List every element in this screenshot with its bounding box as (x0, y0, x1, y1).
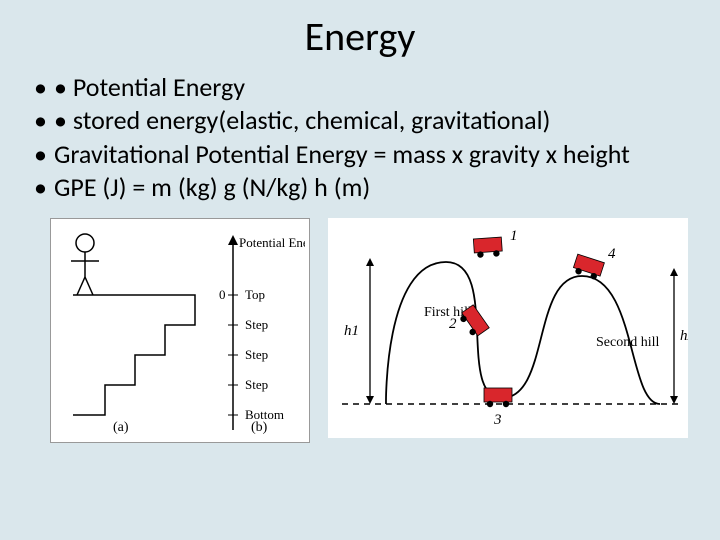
bullet-item: Gravitational Potential Energy = mass x … (32, 138, 692, 171)
svg-text:0: 0 (219, 287, 226, 302)
svg-text:Step: Step (245, 377, 268, 392)
stairs-svg: Potential Energy0TopStepStepStepBottom(a… (55, 225, 305, 435)
bullet-item: • stored energy(elastic, chemical, gravi… (32, 104, 692, 137)
figures-row: Potential Energy0TopStepStepStepBottom(a… (28, 218, 692, 443)
bullet-item: • Potential Energy (32, 71, 692, 104)
svg-text:Step: Step (245, 347, 268, 362)
page-title: Energy (28, 12, 692, 61)
hills-svg: h1h2First hillSecond hill1234 (328, 218, 688, 433)
svg-text:Second hill: Second hill (596, 335, 659, 350)
figure-stairs: Potential Energy0TopStepStepStepBottom(a… (50, 218, 310, 443)
svg-text:(b): (b) (251, 420, 268, 435)
svg-text:Potential Energy: Potential Energy (239, 235, 305, 250)
svg-text:2: 2 (449, 316, 457, 332)
svg-text:h1: h1 (344, 323, 359, 339)
svg-text:4: 4 (608, 246, 616, 262)
figure-hills: h1h2First hillSecond hill1234 (328, 218, 688, 438)
svg-text:1: 1 (510, 228, 518, 244)
svg-text:Top: Top (245, 287, 265, 302)
bullet-item: GPE (J) = m (kg) g (N/kg) h (m) (32, 171, 692, 204)
svg-text:Step: Step (245, 317, 268, 332)
svg-text:3: 3 (493, 412, 502, 428)
bullet-list: • Potential Energy • stored energy(elast… (32, 71, 692, 204)
svg-text:(a): (a) (113, 420, 129, 435)
svg-text:h2: h2 (680, 328, 688, 344)
